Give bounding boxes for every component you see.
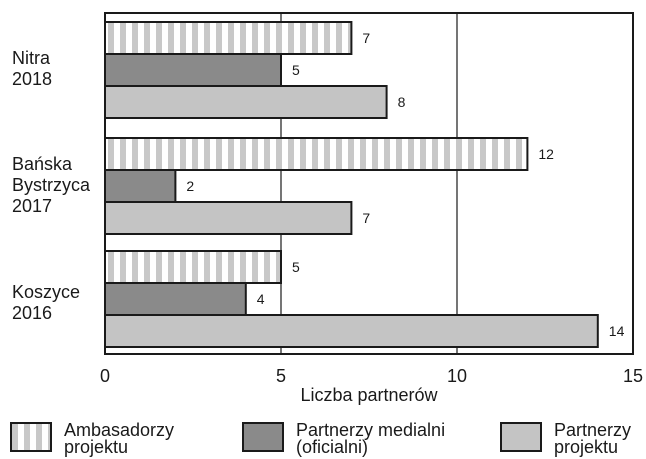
- legend-item-partnerzy-projektu: Partnerzy projektu: [500, 420, 632, 457]
- data-label-s2-c0: 8: [398, 94, 406, 110]
- category-label-koszyce: Koszyce 2016: [12, 282, 81, 323]
- legend-swatch-partnerzy-medialni: [242, 422, 284, 452]
- data-label-s2-c1: 7: [362, 210, 370, 226]
- bar-s2-c1: [104, 201, 353, 235]
- x-tick-label-15: 15: [623, 366, 643, 386]
- bar-s2-c0: [104, 85, 388, 119]
- category-label-nitra: Nitra 2018: [12, 48, 53, 89]
- x-axis-title: Liczba partnerów: [300, 385, 438, 405]
- x-axis-ticks: 0 5 10 15: [100, 366, 643, 386]
- x-tick-label-10: 10: [447, 366, 467, 386]
- legend-label-partnerzy-medialni: Partnerzy medialni (oficialni): [296, 420, 446, 457]
- data-label-s1-c1: 2: [186, 178, 194, 194]
- bar-chart: 7 5 8 12 2 7 5 4 14 0 5 10 15 Liczba partnerów: [100, 12, 643, 405]
- data-label-s1-c0: 5: [292, 62, 300, 78]
- data-label-s0-c2: 5: [292, 259, 300, 275]
- bar-s0-c0: [104, 21, 353, 55]
- legend: Ambasadorzy projektu Partnerzy medialni …: [0, 420, 646, 459]
- bar-s1-c1: [104, 169, 177, 203]
- bar-s0-c1: [104, 137, 529, 171]
- data-label-s1-c2: 4: [257, 291, 265, 307]
- bar-s0-c2: [104, 250, 282, 284]
- legend-item-ambasadorzy: Ambasadorzy projektu: [10, 420, 175, 457]
- bar-s2-c2: [104, 314, 599, 348]
- legend-swatch-ambasadorzy: [10, 422, 52, 452]
- data-label-s0-c0: 7: [362, 30, 370, 46]
- bars: 7 5 8 12 2 7 5 4 14: [104, 21, 625, 348]
- category-label-banska-bystrzyca: Bańska Bystrzyca 2017: [12, 154, 91, 216]
- gridlines: [280, 13, 458, 354]
- x-tick-label-0: 0: [100, 366, 110, 386]
- legend-item-partnerzy-medialni: Partnerzy medialni (oficialni): [242, 420, 446, 457]
- legend-label-ambasadorzy: Ambasadorzy projektu: [64, 420, 175, 457]
- plot-area-frame: [104, 12, 634, 355]
- data-label-s0-c1: 12: [538, 146, 554, 162]
- legend-swatch-partnerzy-projektu: [500, 422, 542, 452]
- legend-label-partnerzy-projektu: Partnerzy projektu: [554, 420, 632, 457]
- x-tick-label-5: 5: [276, 366, 286, 386]
- data-label-s2-c2: 14: [609, 323, 625, 339]
- bar-s1-c0: [104, 53, 282, 87]
- bar-s1-c2: [104, 282, 247, 316]
